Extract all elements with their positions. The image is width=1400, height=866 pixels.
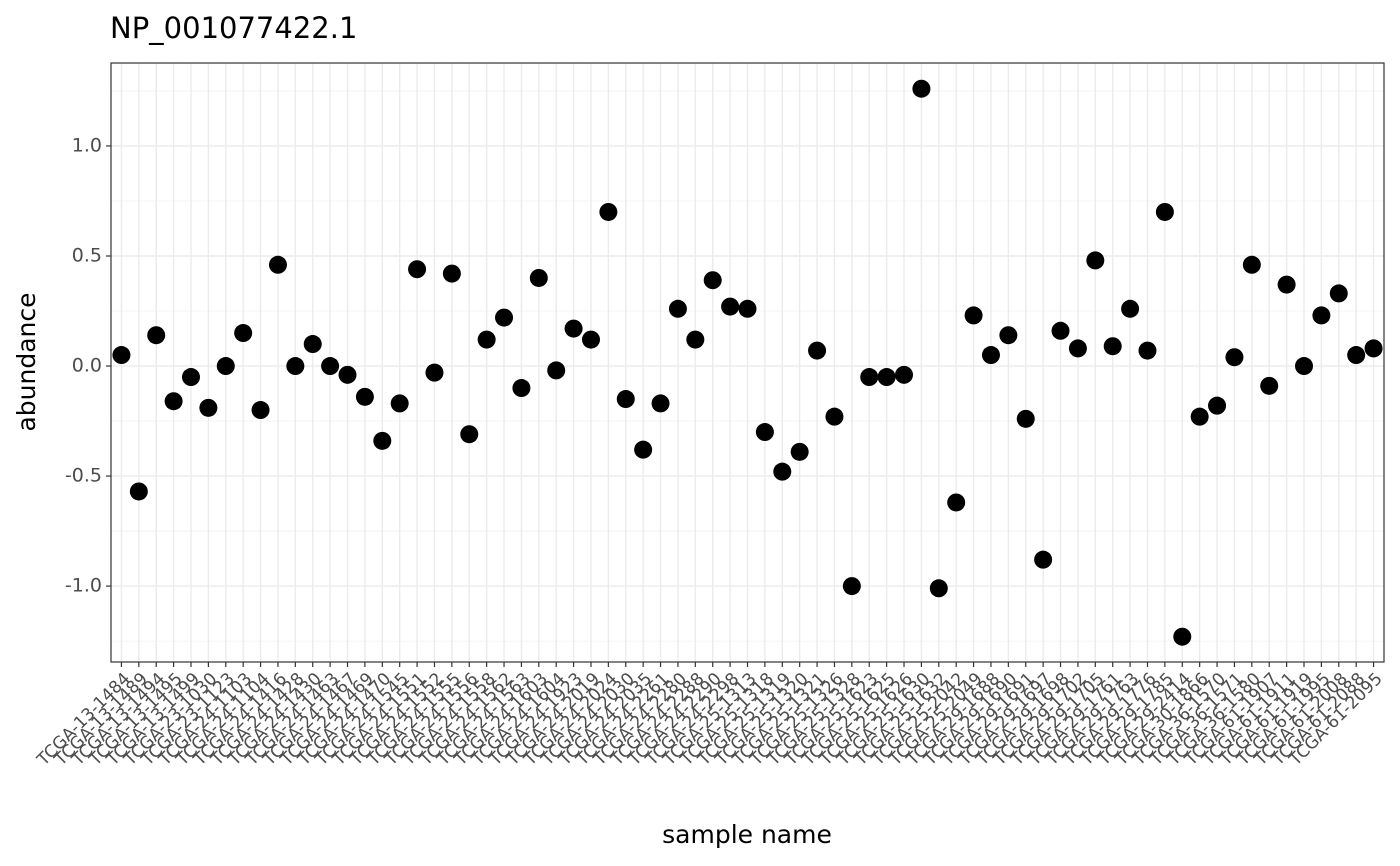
point xyxy=(112,346,131,365)
point xyxy=(808,341,827,360)
point xyxy=(564,319,583,338)
point xyxy=(1173,627,1192,646)
point xyxy=(216,357,235,376)
point xyxy=(390,394,409,413)
point xyxy=(1016,409,1035,428)
point xyxy=(147,326,166,345)
point xyxy=(1086,251,1105,270)
point xyxy=(825,407,844,426)
point xyxy=(286,357,305,376)
x-axis-label: sample name xyxy=(662,820,832,849)
point xyxy=(512,379,531,398)
point xyxy=(1312,306,1331,325)
point xyxy=(651,394,670,413)
point xyxy=(964,306,983,325)
point xyxy=(425,363,444,382)
point xyxy=(268,255,287,274)
point xyxy=(529,268,548,287)
point xyxy=(1225,348,1244,367)
point xyxy=(773,462,792,481)
point xyxy=(442,264,461,283)
point xyxy=(981,346,1000,365)
point xyxy=(303,335,322,354)
point xyxy=(738,299,757,318)
point xyxy=(1347,346,1366,365)
point xyxy=(842,577,861,596)
point xyxy=(703,271,722,290)
point xyxy=(547,361,566,380)
point xyxy=(1068,339,1087,358)
point xyxy=(338,365,357,384)
point xyxy=(755,423,774,442)
point xyxy=(895,365,914,384)
point xyxy=(686,330,705,349)
y-tick-label: -0.5 xyxy=(65,465,102,487)
point xyxy=(1051,321,1070,340)
point xyxy=(1121,299,1140,318)
point xyxy=(199,398,218,417)
point xyxy=(495,308,514,327)
point xyxy=(1364,339,1383,358)
point xyxy=(1034,550,1053,569)
point xyxy=(1242,255,1261,274)
y-tick-label: 0.0 xyxy=(72,355,102,377)
point xyxy=(181,368,200,387)
panel-border xyxy=(110,62,1385,663)
point xyxy=(877,368,896,387)
point xyxy=(373,431,392,450)
point xyxy=(1138,341,1157,360)
point xyxy=(321,357,340,376)
point xyxy=(999,326,1018,345)
point xyxy=(1190,407,1209,426)
point xyxy=(1277,275,1296,294)
point xyxy=(929,579,948,598)
point xyxy=(164,392,183,411)
y-tick-label: 1.0 xyxy=(72,134,102,156)
point xyxy=(599,202,618,221)
point xyxy=(1329,284,1348,303)
point xyxy=(477,330,496,349)
point xyxy=(251,401,270,420)
point xyxy=(408,260,427,279)
point xyxy=(129,482,148,501)
point xyxy=(1103,337,1122,356)
chart-title: NP_001077422.1 xyxy=(110,11,357,45)
point xyxy=(1208,396,1227,415)
point xyxy=(721,297,740,316)
y-tick-label: 0.5 xyxy=(72,244,102,266)
point xyxy=(668,299,687,318)
point xyxy=(460,425,479,444)
point xyxy=(860,368,879,387)
point xyxy=(1260,376,1279,395)
point xyxy=(790,442,809,461)
point xyxy=(1155,202,1174,221)
point xyxy=(947,493,966,512)
point xyxy=(355,387,374,406)
point xyxy=(581,330,600,349)
point xyxy=(912,79,931,98)
point xyxy=(1295,357,1314,376)
y-tick-label: -1.0 xyxy=(65,575,102,597)
point xyxy=(234,324,253,343)
point xyxy=(616,390,635,409)
y-axis-label: abundance xyxy=(12,292,41,431)
point xyxy=(634,440,653,459)
